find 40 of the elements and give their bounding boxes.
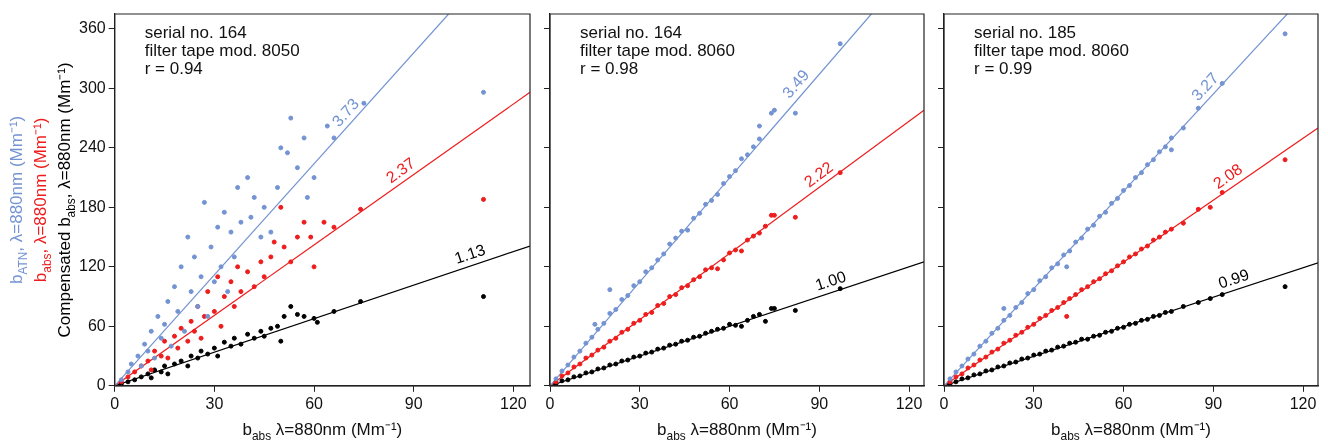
y-tick-label: 300	[78, 78, 106, 96]
y-tick-label: 240	[78, 138, 106, 156]
annotation: r = 0.98	[580, 59, 639, 78]
y-tick-label: 180	[78, 197, 106, 215]
text: babs, λ=880nm (Mm⁻¹)	[31, 117, 55, 283]
x-tick-label: 30	[630, 394, 649, 412]
x-tick-label: 90	[404, 394, 423, 412]
annotation: filter tape mod. 8060	[974, 41, 1129, 60]
annotation: filter tape mod. 8060	[580, 41, 735, 60]
y-tick-label: 360	[78, 19, 106, 37]
x-tick-label: 120	[895, 394, 923, 412]
annotation: 0.99	[1216, 265, 1252, 292]
text: bATN, λ=880nm (Mm⁻¹)	[7, 115, 31, 285]
x-tick-label: 30	[205, 394, 224, 412]
x-tick-label: 60	[720, 394, 739, 412]
x-tick-label: 120	[500, 394, 527, 412]
annotation: serial no. 164	[144, 23, 247, 42]
annotation: serial no. 164	[580, 23, 683, 42]
y-tick-label: 120	[78, 257, 106, 275]
annotation: filter tape mod. 8050	[144, 41, 300, 60]
x-tick-label: 60	[305, 394, 324, 412]
x-tick-label: 90	[1204, 394, 1223, 412]
x-tick-label: 30	[1024, 394, 1043, 412]
x-tick-label: 60	[1114, 394, 1133, 412]
annotation: r = 0.94	[144, 59, 203, 78]
annotation: 1.00	[813, 267, 849, 294]
annotation: 1.13	[452, 240, 488, 267]
x-tick-label: 0	[545, 394, 555, 412]
x-tick-label: 90	[810, 394, 829, 412]
text: Compensated babs, λ=880nm (Mm⁻¹)	[55, 62, 79, 338]
annotation: r = 0.99	[974, 59, 1033, 78]
annotation: 2.22	[800, 158, 837, 191]
annotation: serial no. 185	[974, 23, 1077, 42]
y-tick-label: 0	[96, 376, 106, 394]
x-tick-label: 120	[1289, 394, 1317, 412]
annotation: 2.08	[1210, 160, 1246, 192]
x-tick-label: 0	[110, 394, 120, 412]
y-tick-label: 60	[87, 316, 106, 334]
x-tick-label: 0	[939, 394, 949, 412]
annotation: 2.37	[382, 154, 419, 187]
